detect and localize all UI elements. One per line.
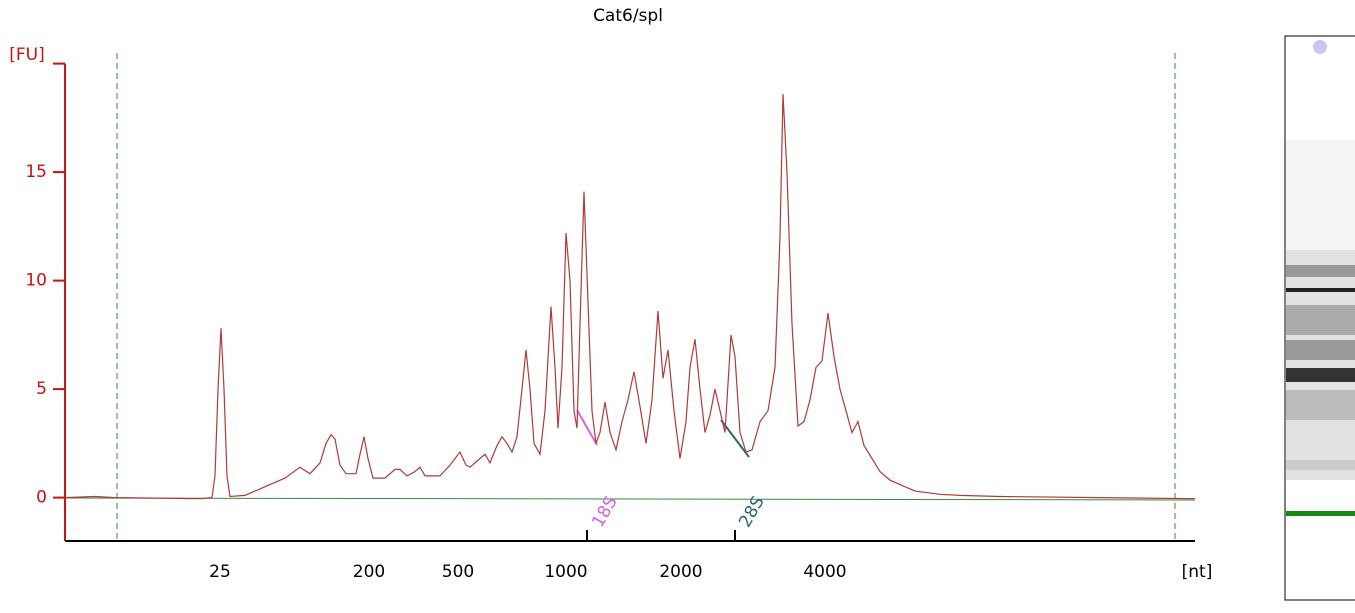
- gel-band: [1286, 140, 1355, 260]
- baseline: [64, 497, 1196, 501]
- y-tick-label: 5: [36, 379, 47, 399]
- gel-band: [1286, 305, 1355, 335]
- gel-marker: [1313, 40, 1327, 54]
- y-tick-label: 10: [25, 271, 47, 291]
- gel-band: [1286, 460, 1355, 470]
- x-tick-label: 500: [442, 562, 474, 582]
- x-tick-label: 25: [209, 562, 231, 582]
- gel-band: [1286, 368, 1355, 382]
- gel-band: [1286, 390, 1355, 420]
- gel-band: [1286, 340, 1355, 360]
- trace: [64, 93, 1196, 500]
- x-tick-label: 2000: [659, 562, 702, 582]
- gel-band: [1286, 288, 1355, 292]
- y-tick-label: 0: [36, 488, 47, 508]
- x-tick-label: 4000: [803, 562, 846, 582]
- gel-lane: [1284, 35, 1355, 601]
- y-axis-label: [FU]: [9, 45, 45, 65]
- x-tick-label: 1000: [544, 562, 587, 582]
- gel-lower-marker: [1286, 511, 1355, 516]
- annotation-28s: 28S: [735, 493, 769, 531]
- y-tick-label: 15: [25, 162, 47, 182]
- x-tick-label: 200: [353, 562, 385, 582]
- gel-band: [1286, 250, 1355, 480]
- x-axis-label: [nt]: [1182, 562, 1213, 582]
- gel-band: [1286, 265, 1355, 277]
- chart-title: Cat6/spl: [593, 6, 663, 26]
- marker-18s-line: [576, 409, 598, 446]
